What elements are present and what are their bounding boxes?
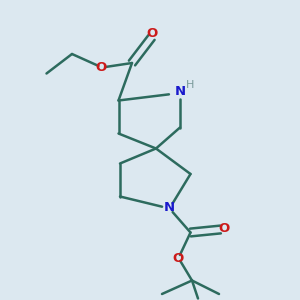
- Text: O: O: [95, 61, 107, 74]
- Text: O: O: [146, 27, 158, 40]
- Text: O: O: [172, 251, 183, 265]
- Text: N: N: [175, 85, 186, 98]
- Text: H: H: [185, 80, 194, 91]
- Text: O: O: [218, 221, 230, 235]
- Text: N: N: [164, 201, 175, 214]
